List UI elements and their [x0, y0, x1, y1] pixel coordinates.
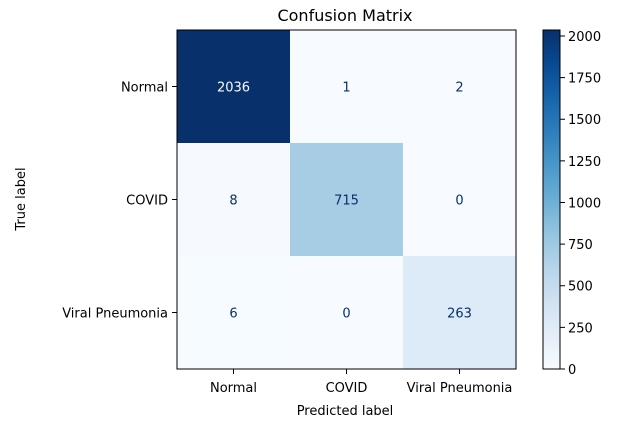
x-tick-label: Viral Pneumonia [407, 381, 513, 396]
colorbar-tick-label: 2000 [568, 30, 601, 45]
matrix-cell [403, 256, 516, 369]
colorbar-tick-label: 1750 [568, 72, 601, 87]
matrix-cell [177, 30, 290, 143]
colorbar-tick-label: 500 [568, 280, 593, 295]
cell-value-label: 1 [342, 81, 350, 96]
cell-value-label: 263 [447, 307, 472, 322]
colorbar-tick-label: 250 [568, 321, 593, 336]
matrix-cell [290, 30, 403, 143]
y-tick-label: Viral Pneumonia [62, 307, 168, 322]
cell-value-label: 2 [455, 81, 463, 96]
colorbar-ticks: 0 250 500 750 1000 1250 1500 1750 2000 [560, 30, 601, 378]
chart-title: Confusion Matrix [277, 6, 412, 25]
colorbar-tick-label: 1500 [568, 113, 601, 128]
cell-value-label: 715 [334, 194, 359, 209]
matrix-cell [403, 143, 516, 256]
y-ticks: Normal COVID Viral Pneumonia [62, 81, 177, 322]
x-ticks: Normal COVID Viral Pneumonia [210, 369, 512, 396]
colorbar [542, 29, 561, 370]
colorbar-tick-label: 1000 [568, 196, 601, 211]
x-axis-label: Predicted label [297, 404, 394, 419]
matrix-cell [403, 30, 516, 143]
cell-value-label: 0 [455, 194, 463, 209]
x-tick-label: COVID [326, 381, 368, 396]
matrix-cells: 2036 1 2 8 715 0 6 0 263 [177, 30, 516, 369]
x-tick-label: Normal [210, 381, 257, 396]
matrix-cell [177, 143, 290, 256]
cell-value-label: 6 [229, 307, 237, 322]
matrix-cell [290, 143, 403, 256]
cell-value-label: 0 [342, 307, 350, 322]
y-axis-label: True label [14, 167, 29, 231]
matrix-cell [290, 256, 403, 369]
cell-value-label: 8 [229, 194, 237, 209]
colorbar-tick-label: 750 [568, 238, 593, 253]
colorbar-tick-label: 0 [568, 363, 576, 378]
matrix-cell [177, 256, 290, 369]
y-tick-label: Normal [121, 81, 168, 96]
y-tick-label: COVID [126, 194, 168, 209]
cell-value-label: 2036 [217, 81, 250, 96]
colorbar-tick-label: 1250 [568, 155, 601, 170]
